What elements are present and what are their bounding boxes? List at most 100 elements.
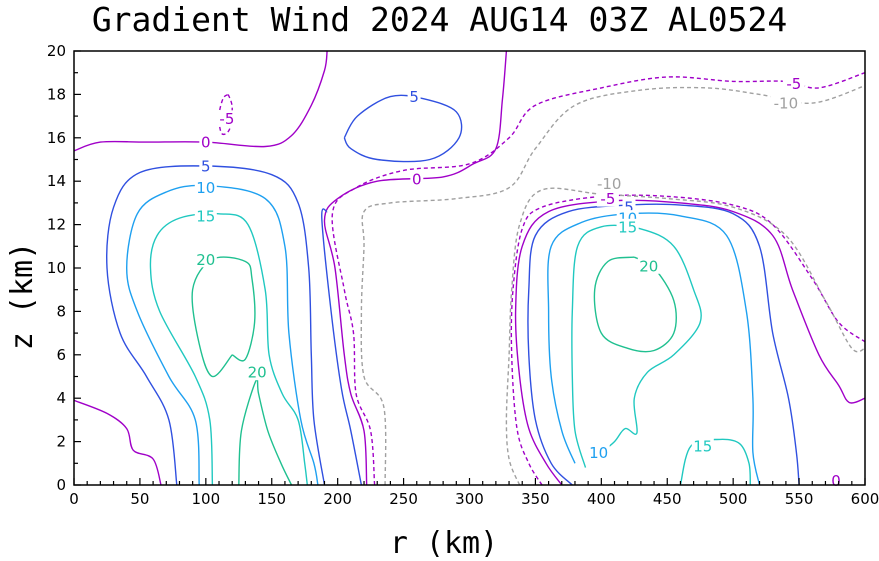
x-tick-label: 50 bbox=[130, 490, 149, 508]
contour-label-bg bbox=[199, 158, 213, 174]
contour-label-group-12: 20 bbox=[194, 251, 217, 269]
contour-label: 15 bbox=[693, 437, 712, 455]
contour-label-group-8: 10 bbox=[587, 444, 610, 462]
contour-line-level-5-11 bbox=[343, 94, 463, 163]
contour-label-group-15: -5 bbox=[215, 110, 238, 128]
contour-label: 20 bbox=[248, 364, 267, 382]
contour-label-bg bbox=[246, 364, 269, 381]
y-axis-label: z (km) bbox=[5, 242, 40, 350]
contour-label-bg bbox=[782, 75, 805, 92]
contour-line-level-20-18 bbox=[191, 256, 256, 378]
y-tick-label: 2 bbox=[56, 433, 66, 451]
contour-line-level-5-10 bbox=[321, 208, 363, 486]
contour-label: 10 bbox=[196, 179, 215, 197]
contour-line-level-15-15 bbox=[149, 212, 308, 486]
contour-line-level--5-6 bbox=[218, 93, 233, 136]
y-tick-label: 4 bbox=[56, 389, 66, 407]
contour-label-bg bbox=[194, 207, 217, 224]
contour-label: -5 bbox=[219, 110, 234, 128]
contour-label-group-14: 20 bbox=[637, 257, 660, 275]
contour-line-level--10-8 bbox=[505, 187, 866, 486]
contour-label-bg bbox=[691, 437, 714, 454]
y-tick-label: 20 bbox=[47, 42, 66, 60]
contour-label-group-1: 0 bbox=[410, 171, 424, 189]
contour-label-bg bbox=[637, 257, 660, 274]
contour-label-group-9: 15 bbox=[194, 207, 217, 225]
contour-label-bg bbox=[199, 134, 213, 151]
contour-label: 0 bbox=[412, 171, 422, 189]
contour-label-bg bbox=[616, 218, 639, 235]
contour-label-group-10: 15 bbox=[616, 218, 639, 236]
chart-title: Gradient Wind 2024 AUG14 03Z AL0524 bbox=[91, 0, 788, 39]
y-tick-label: 8 bbox=[56, 302, 66, 320]
y-tick-label: 6 bbox=[56, 346, 66, 364]
y-tick-label: 18 bbox=[47, 85, 66, 103]
contour-label-group-4: 5 bbox=[407, 88, 421, 106]
contour-line-level-0-3 bbox=[514, 199, 866, 486]
x-tick-label: 500 bbox=[719, 490, 748, 508]
y-tick-label: 10 bbox=[47, 259, 66, 277]
contour-line-level-0-2 bbox=[323, 50, 508, 486]
contour-label: -10 bbox=[774, 95, 799, 113]
contour-label: -10 bbox=[597, 175, 622, 193]
contour-line-level-10-13 bbox=[125, 184, 319, 486]
contour-label: -5 bbox=[600, 190, 615, 208]
contour-label-group-6: 10 bbox=[194, 179, 217, 197]
contour-line-level-0-0 bbox=[73, 399, 162, 486]
contour-label: 0 bbox=[831, 472, 841, 490]
x-tick-label: 600 bbox=[851, 490, 879, 508]
contour-label: 10 bbox=[589, 444, 608, 462]
contour-line-level-15-17 bbox=[679, 438, 751, 486]
contour-label-group-11: 15 bbox=[691, 437, 714, 455]
y-axis-ticks: 0 2 4 6 8 10 12 14 16 18 20 bbox=[47, 42, 81, 494]
contour-label-bg bbox=[194, 179, 217, 196]
x-tick-label: 0 bbox=[69, 490, 79, 508]
contour-label-group-16: -5 bbox=[596, 190, 619, 208]
x-tick-label: 250 bbox=[389, 490, 418, 508]
contour-label: 15 bbox=[618, 218, 637, 236]
contour-label-group-13: 20 bbox=[246, 364, 269, 382]
contour-label-bg bbox=[407, 88, 421, 105]
contour-label-group-0: 0 bbox=[199, 134, 213, 152]
contour-label-group-18: -10 bbox=[593, 175, 625, 193]
contour-line-level--10-7 bbox=[360, 85, 866, 486]
contour-label: 5 bbox=[624, 199, 634, 217]
contour-label-bg bbox=[410, 171, 424, 187]
contour-label-bg bbox=[587, 444, 610, 461]
contour-label: -5 bbox=[786, 75, 801, 93]
contour-line-level-5-9 bbox=[106, 165, 326, 486]
x-tick-label: 400 bbox=[587, 490, 616, 508]
x-tick-label: 350 bbox=[521, 490, 550, 508]
contour-label-bg bbox=[593, 175, 625, 192]
contour-label: 15 bbox=[196, 207, 215, 225]
contour-line-level-0-1 bbox=[73, 50, 328, 152]
x-tick-label: 300 bbox=[455, 490, 484, 508]
contour-line-level-20-20 bbox=[593, 256, 677, 353]
x-axis-label: r (km) bbox=[390, 526, 498, 561]
x-tick-label: 100 bbox=[192, 490, 221, 508]
contour-label: 5 bbox=[409, 88, 419, 106]
contour-line-level--5-5 bbox=[510, 194, 866, 486]
y-tick-label: 14 bbox=[47, 172, 66, 190]
contour-line-level--5-4 bbox=[331, 72, 866, 486]
contour-label-group-3: 5 bbox=[199, 158, 213, 176]
contour-label: 20 bbox=[196, 251, 215, 269]
y-tick-label: 16 bbox=[47, 129, 66, 147]
x-tick-label: 200 bbox=[323, 490, 352, 508]
contour-line-level-15-16 bbox=[571, 224, 702, 468]
contour-label-group-19: -10 bbox=[770, 95, 802, 113]
contour-label-group-17: -5 bbox=[782, 75, 805, 93]
contour-line-level-20-19 bbox=[238, 378, 293, 486]
contour-label-bg bbox=[194, 251, 217, 268]
x-tick-label: 150 bbox=[257, 490, 286, 508]
contour-label-bg bbox=[596, 190, 619, 207]
x-tick-label: 450 bbox=[653, 490, 682, 508]
contour-label-bg bbox=[770, 95, 802, 112]
y-tick-label: 0 bbox=[56, 476, 66, 494]
contour-label: 0 bbox=[201, 134, 211, 152]
contour-label-bg bbox=[215, 110, 238, 127]
contour-label-group-2: 0 bbox=[829, 472, 843, 490]
y-tick-label: 12 bbox=[47, 216, 66, 234]
